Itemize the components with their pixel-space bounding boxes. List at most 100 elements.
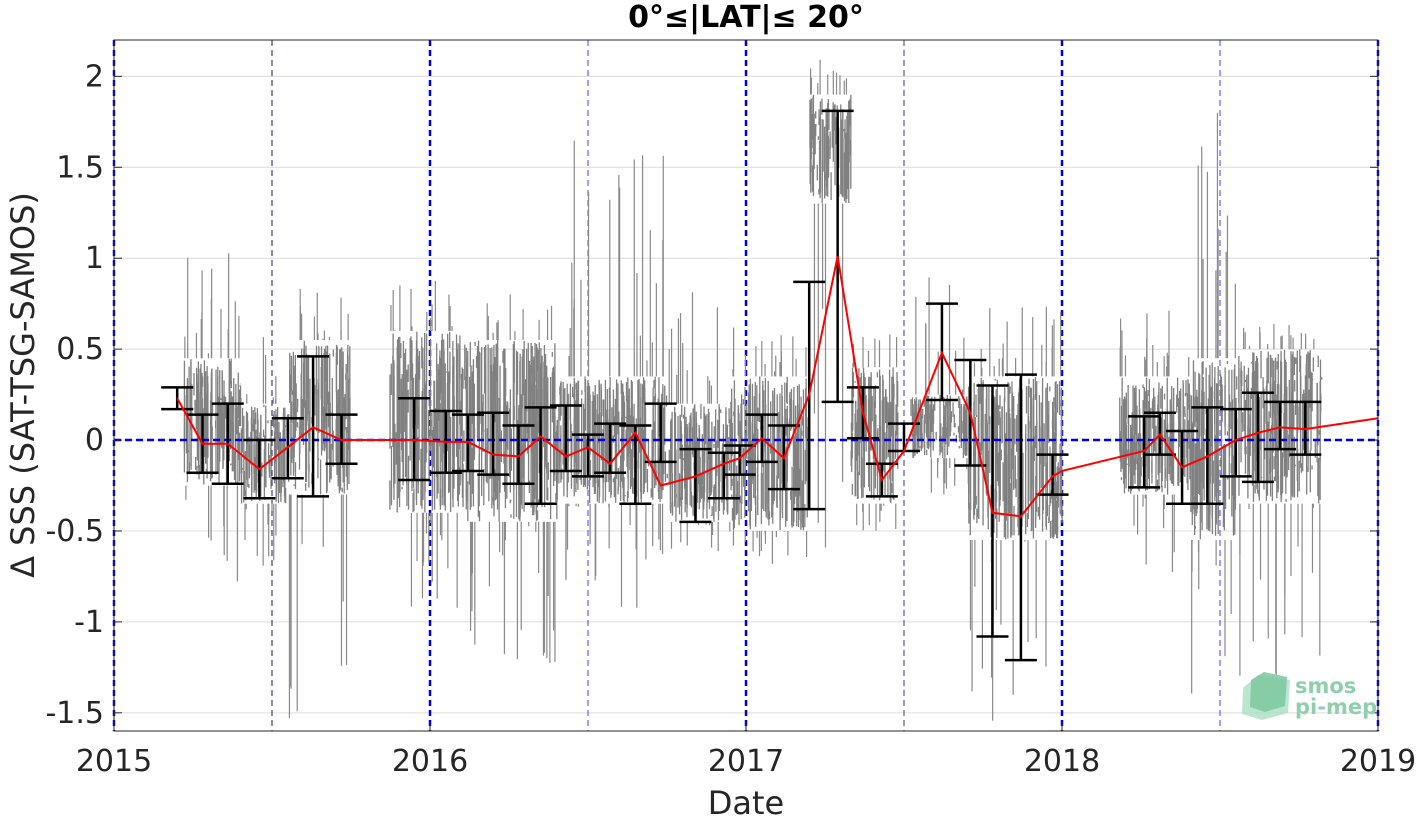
scatter-point [296, 406, 299, 413]
scatter-point [284, 425, 287, 428]
scatter-point [1283, 349, 1286, 417]
scatter-point [764, 404, 767, 512]
scatter-point [429, 317, 431, 331]
scatter-point [664, 385, 666, 445]
scatter-point [928, 277, 930, 395]
scatter-point [275, 376, 277, 404]
scatter-point [183, 360, 186, 473]
scatter-point [275, 476, 278, 498]
scatter-point [989, 308, 991, 377]
scatter-point [740, 502, 742, 520]
scatter-point [326, 345, 329, 405]
scatter-point [1246, 374, 1248, 392]
scatter-point [662, 384, 664, 420]
scatter-point [571, 431, 573, 458]
scatter-point [260, 415, 262, 497]
scatter-point [662, 239, 664, 377]
scatter-point [516, 392, 518, 483]
scatter-point [1133, 409, 1136, 451]
scatter-point [660, 453, 663, 492]
scatter-point [605, 409, 607, 462]
scatter-point [197, 361, 200, 412]
scatter-point [1171, 455, 1174, 484]
scatter-point [1048, 505, 1050, 521]
error-bar [549, 404, 582, 473]
scatter-point [1201, 362, 1203, 531]
scatter-point [644, 408, 647, 463]
scatter-point [458, 466, 461, 495]
scatter-point [572, 393, 575, 399]
scatter-point [217, 401, 219, 414]
scatter-point [479, 352, 481, 424]
scatter-point [863, 407, 865, 488]
scatter-point [1179, 466, 1182, 483]
scatter-point [633, 477, 635, 495]
scatter-point [1284, 503, 1286, 635]
scatter-point [798, 411, 800, 437]
scatter-point [397, 337, 400, 363]
scatter-point [1286, 429, 1288, 477]
scatter-point [948, 415, 950, 441]
scatter-point [1161, 485, 1163, 493]
scatter-point [930, 398, 932, 431]
scatter-point [417, 446, 419, 485]
scatter-point [1220, 376, 1223, 476]
scatter-point [829, 131, 831, 149]
scatter-point [538, 499, 540, 506]
scatter-point [589, 503, 591, 545]
scatter-point [520, 521, 522, 630]
scatter-point [546, 521, 548, 659]
scatter-point [671, 473, 674, 516]
scatter-point [973, 362, 976, 377]
scatter-point [493, 370, 496, 379]
scatter-point [262, 503, 264, 566]
scatter-point [1059, 443, 1061, 515]
scatter-point [576, 390, 578, 440]
scatter-point [964, 403, 966, 431]
scatter-point [1035, 540, 1037, 639]
scatter-point [492, 332, 494, 341]
scatter-point [980, 348, 982, 377]
scatter-point [392, 289, 394, 331]
scatter-point [401, 486, 403, 490]
scatter-point [693, 462, 695, 470]
scatter-point [201, 376, 204, 387]
scatter-point [236, 485, 239, 582]
scatter-point [1272, 386, 1275, 415]
scatter-point [1202, 259, 1204, 359]
scatter-point [1297, 503, 1299, 547]
scatter-point [946, 394, 949, 456]
scatter-point [547, 521, 549, 596]
scatter-point [246, 394, 248, 404]
scatter-point [390, 363, 392, 396]
scatter-point [988, 384, 990, 425]
scatter-point [1177, 408, 1180, 487]
scatter-point [1137, 433, 1140, 490]
scatter-point [650, 488, 652, 498]
scatter-point [646, 360, 648, 377]
scatter-point [1166, 409, 1168, 477]
scatter-point [678, 474, 681, 506]
scatter-point [400, 343, 402, 359]
scatter-point [459, 344, 461, 425]
scatter-point [502, 521, 504, 556]
scatter-point [323, 330, 326, 341]
scatter-point [1281, 335, 1283, 350]
scatter-point [882, 379, 884, 401]
scatter-point [1244, 332, 1246, 350]
scatter-point [1249, 415, 1252, 435]
scatter-point [613, 476, 616, 498]
scatter-point [1273, 456, 1275, 470]
scatter-point [1055, 380, 1057, 462]
scatter-point [1239, 503, 1241, 555]
scatter-point [617, 383, 619, 435]
scatter-point [1273, 323, 1275, 350]
scatter-point [290, 374, 292, 476]
scatter-point [1276, 361, 1278, 370]
scatter-point [582, 403, 585, 488]
scatter-point [1248, 345, 1251, 350]
scatter-point [236, 405, 238, 430]
scatter-point [569, 328, 571, 377]
scatter-point [772, 438, 774, 475]
